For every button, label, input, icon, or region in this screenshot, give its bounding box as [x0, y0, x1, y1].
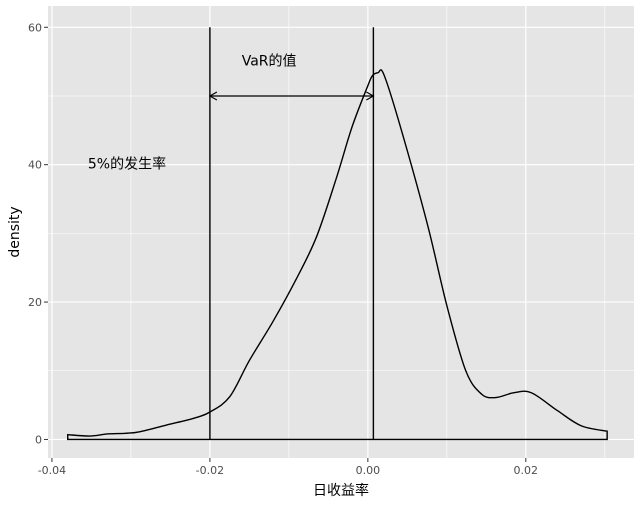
panel-background [48, 6, 634, 458]
y-axis-ticks: 0 20 40 60 [28, 21, 48, 446]
x-tick-label: -0.02 [196, 464, 224, 477]
y-tick-label: 20 [28, 296, 42, 309]
arrow-head-left [208, 91, 218, 101]
y-axis-title: density [7, 206, 23, 257]
x-axis-title: 日收益率 [313, 482, 369, 499]
annotation-var-value: VaR的值 [242, 54, 297, 70]
density-curve [67, 69, 608, 441]
x-axis-ticks: -0.04 -0.02 0.00 0.02 [38, 458, 538, 477]
annotation-5pct-rate: 5%的发生率 [88, 156, 166, 173]
arrow-head-right [366, 91, 375, 101]
y-tick-label: 40 [28, 159, 42, 172]
y-tick-label: 60 [28, 21, 42, 34]
y-tick-label: 0 [35, 433, 42, 446]
x-tick-label: -0.04 [38, 464, 66, 477]
x-tick-label: 0.00 [356, 464, 381, 477]
x-tick-label: 0.02 [514, 464, 539, 477]
var-arrow [208, 91, 375, 101]
